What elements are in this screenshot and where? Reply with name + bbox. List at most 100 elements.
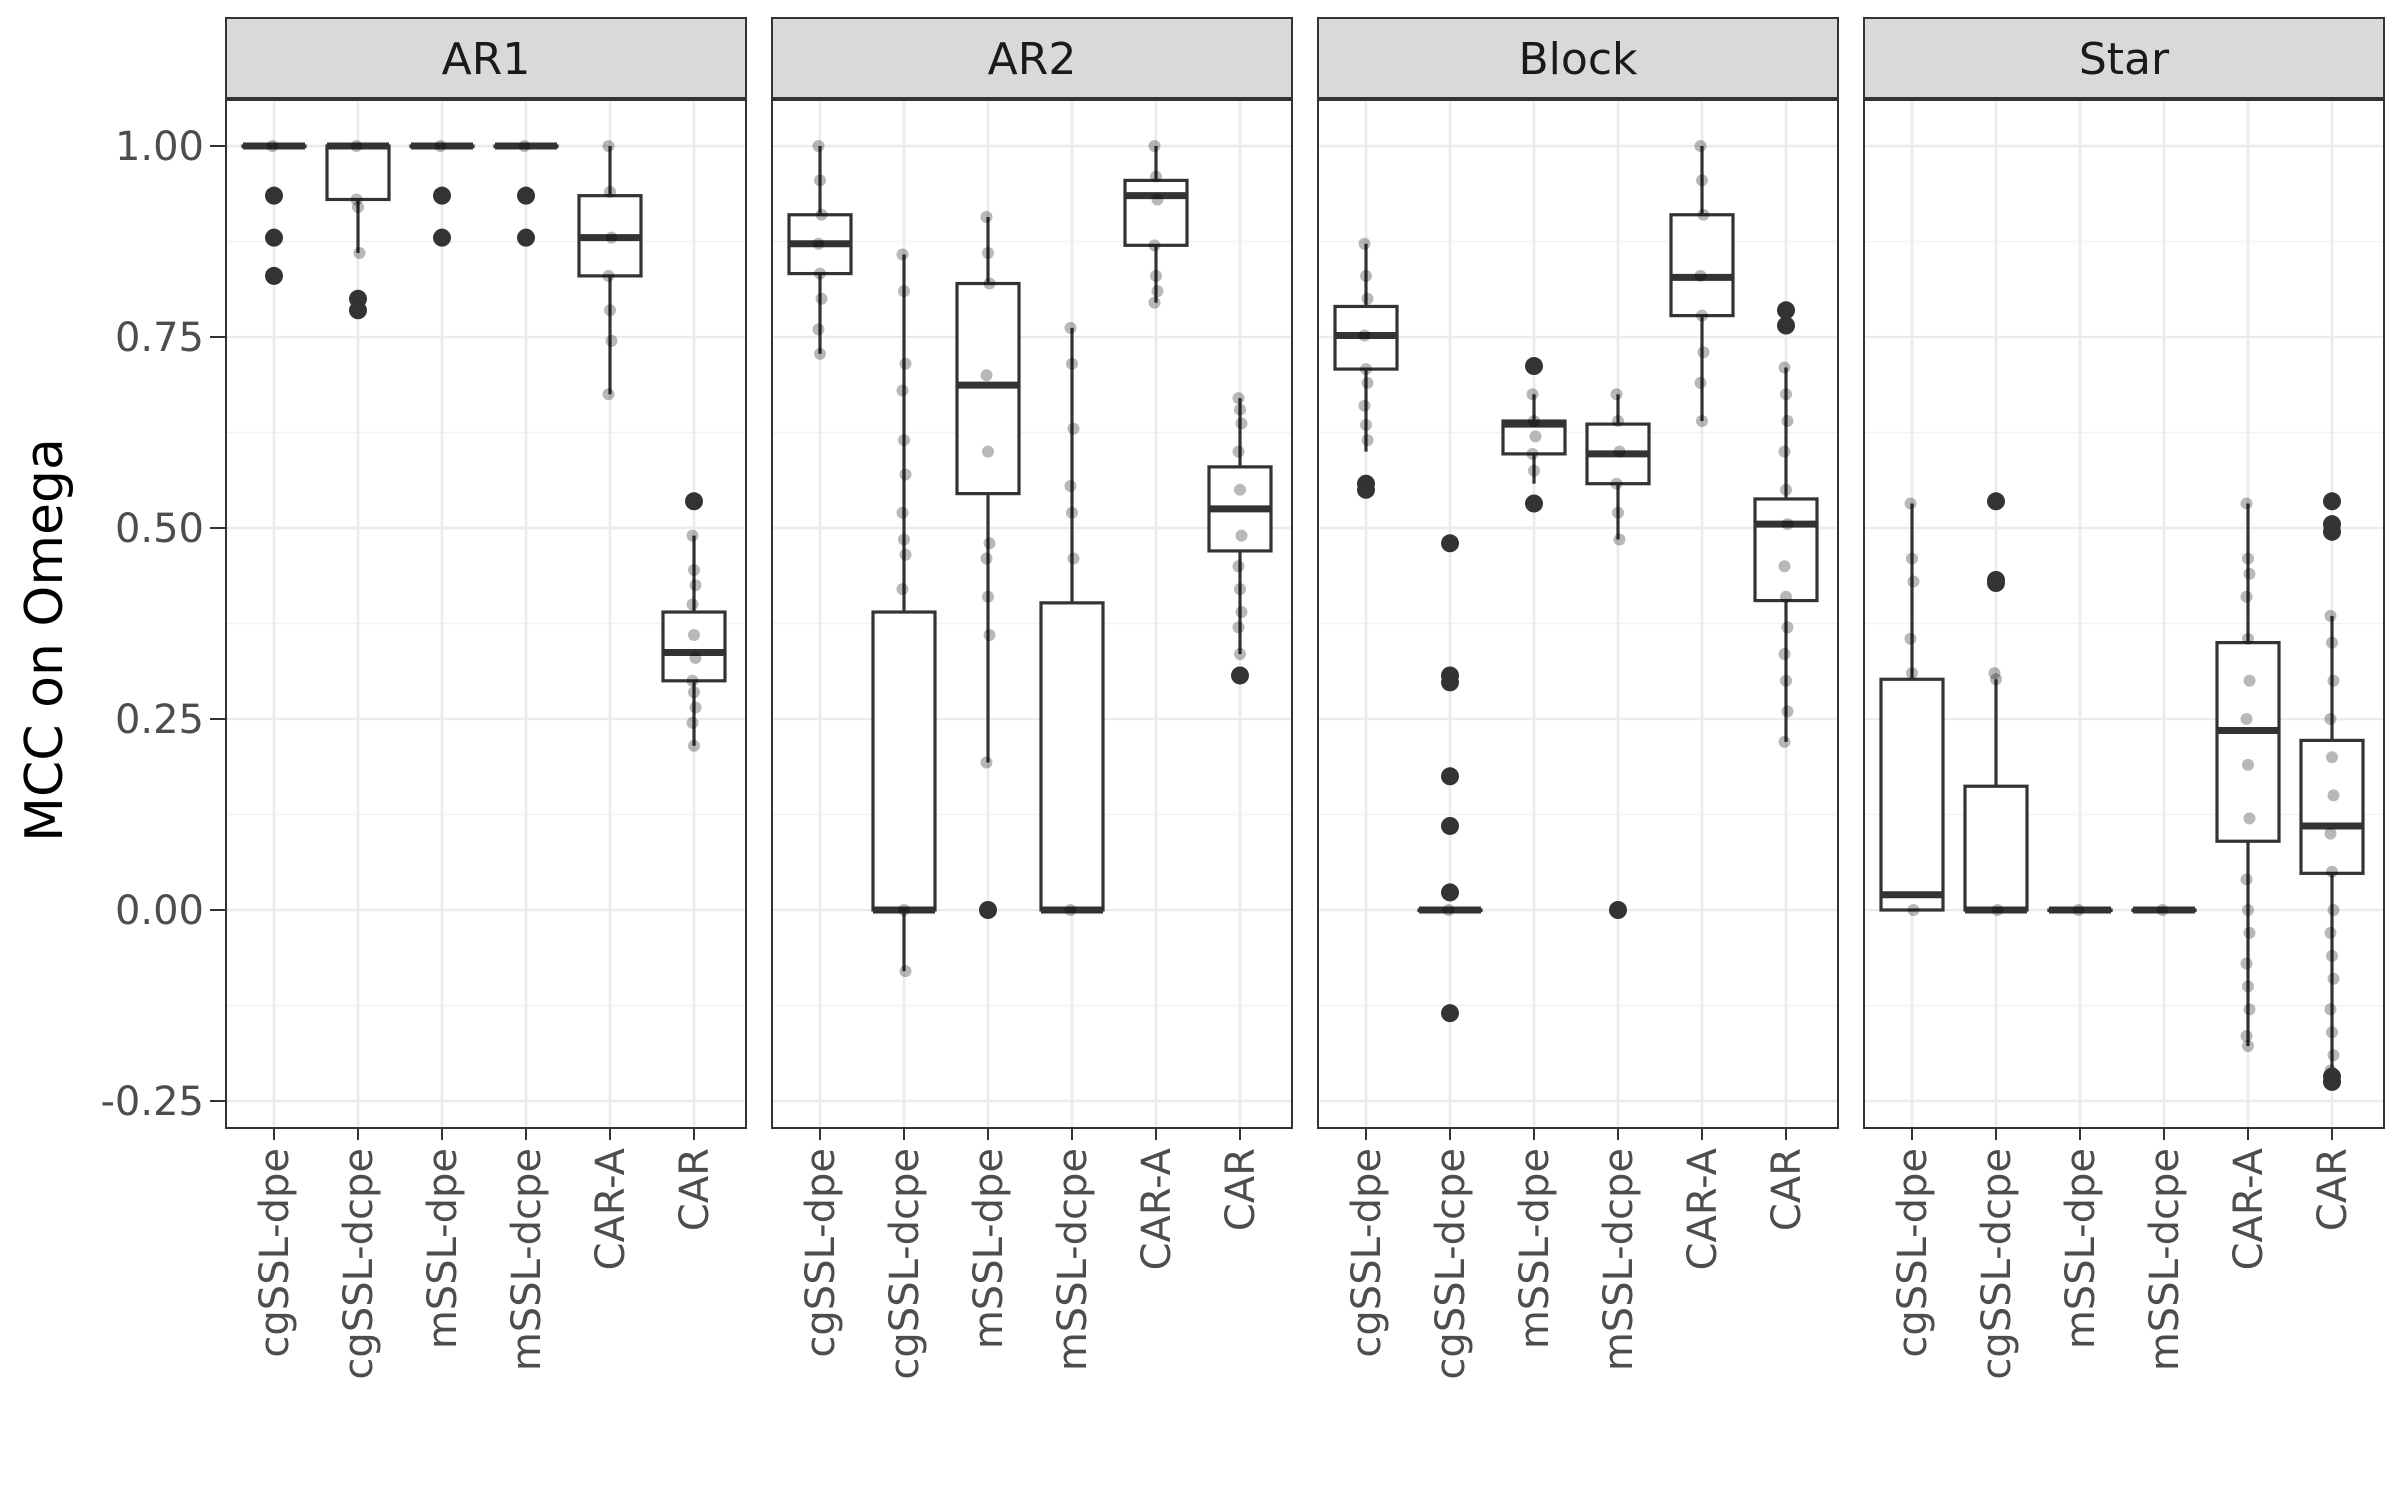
data-point [686,716,699,729]
data-point [1150,170,1162,183]
outlier-point [685,492,703,511]
panel-background [772,100,1292,1128]
box-cgSSL-dpe [241,140,307,285]
box-cgSSL-dcpe [871,248,937,978]
data-point [353,246,366,259]
data-point [1694,269,1707,282]
data-point [1361,292,1374,305]
data-point [1148,296,1161,309]
data-point [1988,667,2001,680]
data-point [688,739,700,752]
data-point [983,628,996,641]
box-CAR-A [1669,140,1735,428]
data-point [1778,560,1791,573]
data-point [1904,497,1917,510]
data-point [1612,506,1624,519]
data-point [2156,904,2169,916]
data-point [688,564,700,577]
data-point [2243,567,2256,580]
data-point [898,434,910,447]
box-iqr [1123,178,1189,247]
data-point [812,323,825,336]
x-tick-label: mSSL-dcpe [1596,1148,1642,1371]
data-point [814,267,826,280]
box-mSSL-dpe [409,140,475,247]
outlier-point [1441,673,1459,692]
data-point [1778,361,1791,374]
data-point [1360,363,1372,376]
box-CAR-A [1123,140,1189,309]
box-iqr [661,610,727,683]
data-point [1696,309,1708,322]
x-tick-label: cgSSL-dpe [252,1148,298,1358]
data-point [2327,789,2340,802]
data-point [1066,506,1078,519]
box-mSSL-dcpe [1039,321,1105,916]
data-point [898,904,910,916]
data-point [1358,399,1371,412]
data-point [1907,904,1920,916]
outlier-point [1525,357,1543,376]
data-point [2324,1003,2337,1016]
panel-border [1863,99,2385,1129]
data-point [1067,552,1080,565]
data-point [2240,590,2253,603]
data-point [812,140,825,152]
data-point [2327,674,2340,687]
data-point [2243,674,2256,687]
data-point [1066,357,1078,370]
outlier-point [265,228,283,247]
facet-strip-label: Block [1518,34,1638,85]
data-point [688,628,700,641]
x-tick-label: cgSSL-dpe [1344,1148,1390,1358]
data-point [2327,1049,2340,1062]
x-tick-label: cgSSL-dcpe [1974,1148,2020,1380]
data-point [266,140,279,152]
data-point [1781,518,1794,531]
data-point [898,285,910,298]
panel-background [1318,100,1838,1128]
box-iqr [2215,640,2281,843]
data-point [1232,621,1245,634]
box-iqr [325,144,391,202]
outlier-point [433,186,451,205]
data-point [2240,713,2253,725]
data-point [814,174,826,187]
y-tick-label: 0.50 [115,506,204,552]
box-cgSSL-dcpe [325,140,391,320]
data-point [2242,552,2254,565]
data-point [350,193,363,206]
y-tick-label: 0.00 [115,888,204,934]
box-mSSL-dpe [955,211,1021,919]
data-point [2326,865,2338,878]
data-point [1148,239,1161,252]
data-point [1234,648,1246,661]
data-point [1067,422,1080,435]
data-point [2326,636,2338,649]
box-CAR [661,492,727,752]
data-point [1232,560,1245,573]
data-point [604,304,616,317]
box-iqr [1963,784,2029,912]
outlier-point [1441,883,1459,902]
panel-border [1317,99,1839,1129]
panel-ar1: AR1 cgSSL-dpe cgSSL-dcpe mSSL-dpe mSSL-dcpe C… [225,17,747,1380]
panel-background [1864,100,2384,1128]
data-point [2326,949,2338,962]
data-point [2243,812,2256,825]
data-point [1234,483,1246,496]
data-point [1906,552,1918,565]
box-iqr [871,610,937,912]
data-point [1151,285,1164,298]
data-point [2242,1039,2254,1052]
x-tick-label: cgSSL-dpe [1890,1148,1936,1358]
data-point [1694,140,1707,152]
outlier-point [517,186,535,205]
data-point [2242,758,2254,771]
data-point [896,384,909,397]
x-tick-label: CAR-A [2226,1147,2272,1270]
x-tick-label: cgSSL-dcpe [882,1148,928,1380]
data-point [688,686,700,699]
outlier-point [2323,1072,2341,1091]
